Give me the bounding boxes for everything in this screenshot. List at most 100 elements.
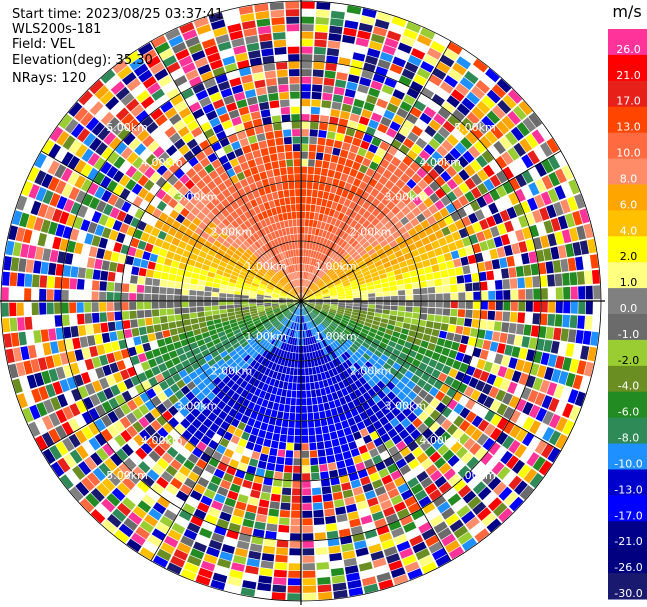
velocity-gate — [335, 314, 343, 319]
velocity-gate — [251, 254, 259, 261]
velocity-gate — [326, 316, 333, 321]
velocity-gate — [306, 291, 313, 297]
velocity-gate — [250, 142, 260, 152]
velocity-gate — [189, 301, 197, 307]
velocity-gate — [462, 490, 477, 504]
velocity-gate — [270, 279, 277, 285]
velocity-gate — [127, 471, 141, 485]
velocity-gate — [231, 353, 240, 361]
velocity-gate — [390, 469, 402, 481]
velocity-gate — [247, 159, 257, 168]
velocity-gate — [292, 289, 297, 295]
velocity-gate — [510, 312, 518, 323]
velocity-gate — [212, 66, 226, 77]
velocity-gate — [248, 496, 259, 506]
velocity-gate — [32, 316, 40, 330]
velocity-gate — [47, 160, 60, 175]
velocity-gate — [550, 246, 560, 260]
velocity-gate — [358, 181, 368, 191]
velocity-gate — [231, 37, 245, 48]
velocity-gate — [295, 413, 301, 421]
velocity-gate — [266, 169, 274, 178]
velocity-gate — [115, 86, 130, 101]
velocity-gate — [217, 346, 226, 354]
velocity-gate — [59, 379, 70, 393]
velocity-gate — [267, 401, 274, 410]
velocity-gate — [48, 221, 58, 235]
velocity-gate — [259, 101, 270, 111]
velocity-gate — [307, 360, 312, 368]
velocity-gate — [240, 371, 249, 380]
velocity-gate — [417, 246, 427, 255]
velocity-gate — [251, 266, 259, 273]
velocity-gate — [347, 258, 355, 266]
velocity-gate — [290, 306, 296, 312]
velocity-gate — [465, 131, 478, 145]
velocity-gate — [301, 299, 308, 301]
velocity-gate — [474, 447, 487, 461]
velocity-gate — [138, 461, 151, 474]
velocity-gate — [227, 23, 242, 33]
velocity-gate — [548, 397, 560, 412]
velocity-gate — [114, 282, 122, 292]
velocity-gate — [459, 420, 471, 432]
velocity-gate — [200, 157, 211, 168]
velocity-gate — [340, 275, 348, 281]
velocity-gate — [563, 301, 571, 314]
velocity-gate — [394, 343, 404, 352]
velocity-gate — [206, 85, 219, 96]
velocity-gate — [306, 290, 312, 296]
velocity-gate — [362, 200, 371, 210]
velocity-gate — [246, 274, 255, 280]
velocity-gate — [268, 314, 275, 320]
velocity-gate — [197, 477, 210, 488]
velocity-gate — [424, 483, 438, 495]
velocity-gate — [275, 554, 288, 563]
velocity-gate — [304, 226, 309, 234]
velocity-gate — [298, 279, 301, 287]
velocity-gate — [411, 276, 419, 283]
velocity-gate — [555, 416, 568, 432]
velocity-gate — [147, 358, 158, 368]
velocity-gate — [271, 223, 278, 231]
velocity-gate — [327, 269, 334, 276]
velocity-gate — [271, 592, 286, 600]
velocity-gate — [301, 234, 305, 242]
velocity-gate — [401, 386, 412, 396]
velocity-gate — [426, 156, 438, 168]
velocity-gate — [345, 295, 353, 299]
velocity-gate — [427, 100, 441, 112]
velocity-gate — [335, 79, 347, 88]
velocity-gate — [132, 408, 144, 420]
velocity-gate — [540, 142, 553, 157]
velocity-gate — [423, 54, 438, 67]
velocity-gate — [340, 261, 347, 268]
velocity-gate — [386, 127, 398, 138]
velocity-gate — [465, 398, 476, 410]
velocity-gate — [265, 288, 273, 292]
velocity-gate — [357, 197, 366, 207]
velocity-gate — [479, 218, 489, 230]
velocity-gate — [195, 352, 204, 361]
velocity-gate — [235, 52, 248, 62]
velocity-gate — [345, 303, 353, 307]
velocity-gate — [428, 233, 438, 243]
velocity-gate — [379, 239, 389, 248]
velocity-gate — [236, 130, 247, 140]
velocity-gate — [261, 279, 269, 284]
velocity-gate — [547, 188, 559, 203]
velocity-gate — [302, 555, 315, 563]
velocity-gate — [267, 361, 274, 369]
velocity-gate — [248, 458, 259, 467]
velocity-gate — [304, 353, 308, 361]
velocity-gate — [87, 167, 99, 181]
velocity-gate — [3, 256, 12, 271]
velocity-gate — [420, 61, 435, 73]
velocity-gate — [293, 272, 297, 280]
velocity-gate — [330, 154, 339, 164]
velocity-gate — [361, 69, 374, 80]
velocity-gate — [367, 214, 376, 223]
velocity-gate — [234, 356, 243, 365]
velocity-gate — [397, 42, 412, 54]
velocity-gate — [317, 325, 323, 332]
